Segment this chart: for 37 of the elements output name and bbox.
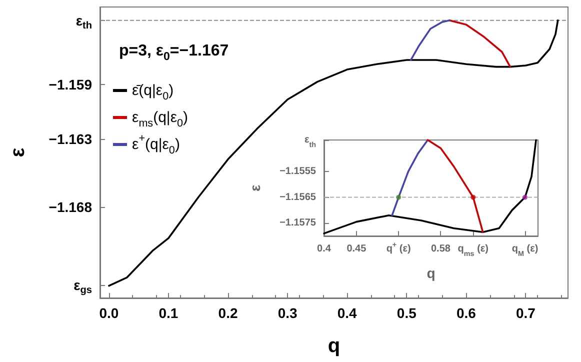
x-tick-label: 0.4 (317, 244, 332, 254)
x-tick-label: 0.4 (337, 305, 358, 321)
y-tick-label: −1.1575 (280, 218, 316, 229)
x-tick-label: 0.58 (430, 244, 451, 254)
y-tick-label: −1.1565 (280, 192, 316, 203)
y-tick-label: −1.168 (48, 198, 92, 215)
x-axis-title: q (328, 335, 340, 357)
x-tick-label: q$_{M}$ (ε) (512, 244, 538, 258)
line-series (323, 139, 537, 234)
x-tick-label: 0.45 (346, 244, 367, 254)
x-axis-title: q (426, 265, 436, 281)
y-tick-label: ε$_{th}$ (76, 12, 92, 32)
line-series (410, 19, 450, 61)
y-tick-label: −1.159 (48, 76, 92, 93)
x-tick-label: q$_{ms}$ (ε) (458, 244, 488, 258)
x-tick-label: q$^{+}$ (ε) (386, 240, 411, 254)
annotation: p=3, ε$_{0}$=−1.167 (119, 42, 229, 63)
legend-label: ε̄(q|ε$_{0}$) (132, 82, 174, 102)
x-tick-label: 0.0 (99, 305, 119, 321)
y-tick-label: ε$_{th}$ (304, 134, 316, 149)
y-axis-title: ε (247, 184, 263, 192)
y-tick-label: −1.163 (48, 130, 92, 147)
line-series (391, 139, 429, 216)
legend-label: ε$_{ms}$(q|ε$_{0}$) (132, 109, 188, 130)
y-tick-label: ε$_{gs}$ (74, 277, 92, 296)
x-tick-label: 0.7 (516, 305, 536, 321)
y-tick-label: −1.1555 (280, 166, 316, 177)
line-series (448, 19, 512, 68)
x-tick-label: 0.1 (158, 305, 178, 321)
x-tick-label: 0.2 (218, 305, 238, 321)
x-tick-label: 0.5 (396, 305, 417, 321)
x-tick-label: 0.3 (278, 305, 298, 321)
line-series (426, 139, 484, 234)
y-axis-title: ε (7, 147, 29, 158)
x-tick-label: 0.6 (456, 305, 476, 321)
line-series (108, 19, 559, 287)
legend-label: ε$^{+}$(q|ε$_{0}$) (132, 132, 180, 156)
